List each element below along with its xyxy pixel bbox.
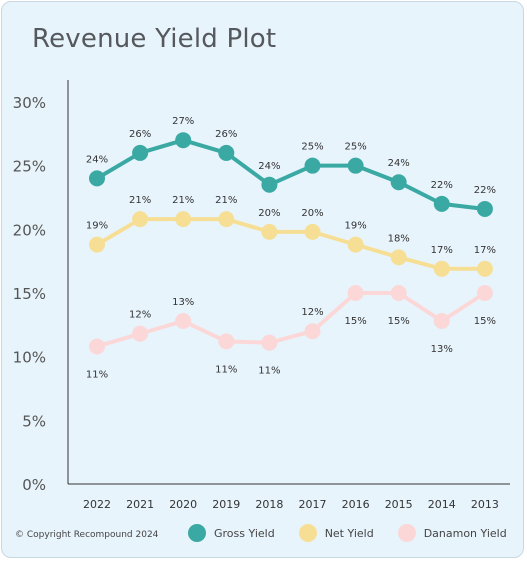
series-line	[95, 291, 487, 349]
data-point[interactable]	[390, 249, 407, 266]
data-point[interactable]	[433, 313, 450, 330]
data-label: 18%	[388, 233, 410, 244]
x-tick-label: 2015	[385, 498, 413, 511]
data-label: 15%	[474, 316, 496, 327]
data-point[interactable]	[390, 285, 407, 301]
data-point[interactable]	[261, 334, 278, 351]
data-point[interactable]	[476, 285, 493, 301]
x-tick-label: 2019	[212, 498, 240, 511]
data-label: 25%	[344, 142, 366, 153]
data-point[interactable]	[132, 211, 149, 228]
series-line	[95, 138, 487, 211]
data-label: 26%	[129, 129, 151, 140]
data-point[interactable]	[218, 333, 235, 350]
x-tick-label: 2018	[255, 498, 283, 511]
y-tick-label: 30%	[13, 94, 46, 112]
data-label: 24%	[258, 161, 280, 172]
legend-label: Danamon Yield	[423, 526, 507, 540]
legend-label: Gross Yield	[214, 526, 275, 540]
legend-item[interactable]: Net Yield	[298, 524, 374, 542]
y-tick-label: 5%	[22, 412, 46, 430]
data-label: 19%	[86, 221, 108, 232]
data-point[interactable]	[89, 236, 105, 253]
data-label: 21%	[172, 195, 194, 206]
data-point[interactable]	[132, 144, 149, 161]
data-label: 22%	[474, 185, 496, 196]
y-tick-label: 0%	[22, 476, 46, 494]
data-label: 21%	[129, 195, 151, 206]
data-label: 11%	[258, 366, 280, 377]
legend-swatch	[188, 524, 206, 542]
data-label: 17%	[431, 245, 453, 256]
legend-item[interactable]: Danamon Yield	[397, 524, 507, 542]
legend-item[interactable]: Gross Yield	[188, 524, 275, 542]
data-point[interactable]	[433, 260, 450, 277]
data-label: 15%	[388, 316, 410, 327]
data-point[interactable]	[261, 223, 278, 240]
data-point[interactable]	[304, 223, 321, 240]
data-label: 11%	[86, 369, 108, 380]
data-point[interactable]	[304, 323, 321, 340]
data-label: 12%	[129, 310, 151, 321]
data-point[interactable]	[175, 132, 192, 149]
data-point[interactable]	[347, 157, 364, 174]
data-label: 12%	[301, 307, 323, 318]
legend-label: Net Yield	[324, 526, 374, 540]
data-label: 20%	[301, 208, 323, 219]
x-tick-label: 2013	[471, 498, 499, 511]
chart-title: Revenue Yield Plot	[32, 24, 277, 54]
data-point[interactable]	[218, 144, 235, 161]
x-tick-label: 2014	[428, 498, 456, 511]
data-point[interactable]	[347, 236, 364, 253]
data-label: 26%	[215, 129, 237, 140]
data-point[interactable]	[433, 195, 450, 212]
data-label: 11%	[215, 364, 237, 375]
data-label: 15%	[344, 316, 366, 327]
y-tick-label: 20%	[13, 221, 46, 239]
data-point[interactable]	[218, 211, 235, 228]
data-point[interactable]	[89, 338, 105, 355]
data-label: 21%	[215, 195, 237, 206]
data-label: 13%	[172, 297, 194, 308]
data-point[interactable]	[476, 260, 493, 277]
x-tick-label: 2017	[299, 498, 327, 511]
data-point[interactable]	[347, 285, 364, 301]
data-point[interactable]	[132, 325, 149, 342]
data-point[interactable]	[261, 176, 278, 193]
data-point[interactable]	[390, 174, 407, 191]
data-label: 27%	[172, 116, 194, 127]
data-label: 20%	[258, 208, 280, 219]
data-label: 19%	[344, 221, 366, 232]
data-label: 24%	[86, 154, 108, 165]
series-line	[95, 217, 487, 271]
copyright-text: © Copyright Recompound 2024	[15, 530, 159, 540]
data-label: 25%	[301, 142, 323, 153]
legend-swatch	[397, 524, 416, 542]
data-label: 24%	[388, 158, 410, 169]
x-tick-label: 2022	[83, 498, 111, 511]
x-tick-label: 2020	[169, 498, 197, 511]
data-point[interactable]	[175, 211, 192, 228]
y-tick-label: 10%	[13, 349, 46, 367]
x-tick-label: 2021	[126, 498, 154, 511]
data-point[interactable]	[476, 200, 493, 217]
y-tick-label: 25%	[13, 158, 46, 176]
data-label: 13%	[431, 344, 453, 355]
data-point[interactable]	[89, 170, 105, 187]
data-point[interactable]	[304, 157, 321, 174]
data-point[interactable]	[175, 313, 192, 330]
data-label: 17%	[474, 245, 496, 256]
y-tick-label: 15%	[13, 285, 46, 303]
chart-legend: Gross Yield Net Yield Danamon Yield	[188, 524, 507, 542]
legend-swatch	[298, 524, 317, 542]
x-tick-label: 2016	[342, 498, 370, 511]
data-label: 22%	[431, 180, 453, 191]
